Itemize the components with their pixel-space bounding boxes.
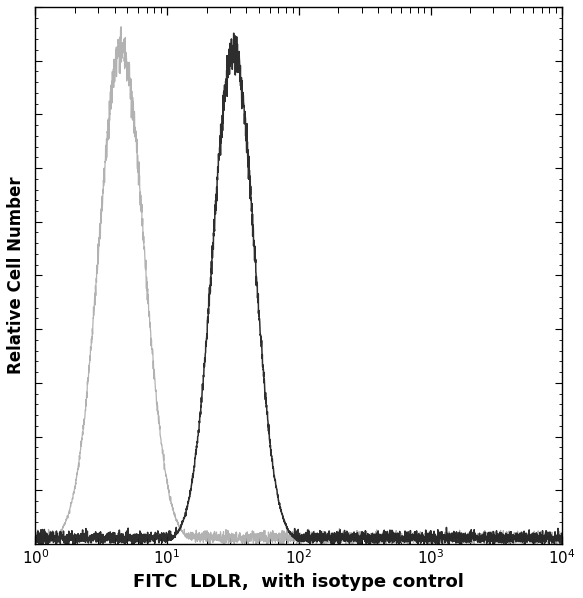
Y-axis label: Relative Cell Number: Relative Cell Number bbox=[7, 176, 25, 374]
X-axis label: FITC  LDLR,  with isotype control: FITC LDLR, with isotype control bbox=[134, 573, 464, 591]
